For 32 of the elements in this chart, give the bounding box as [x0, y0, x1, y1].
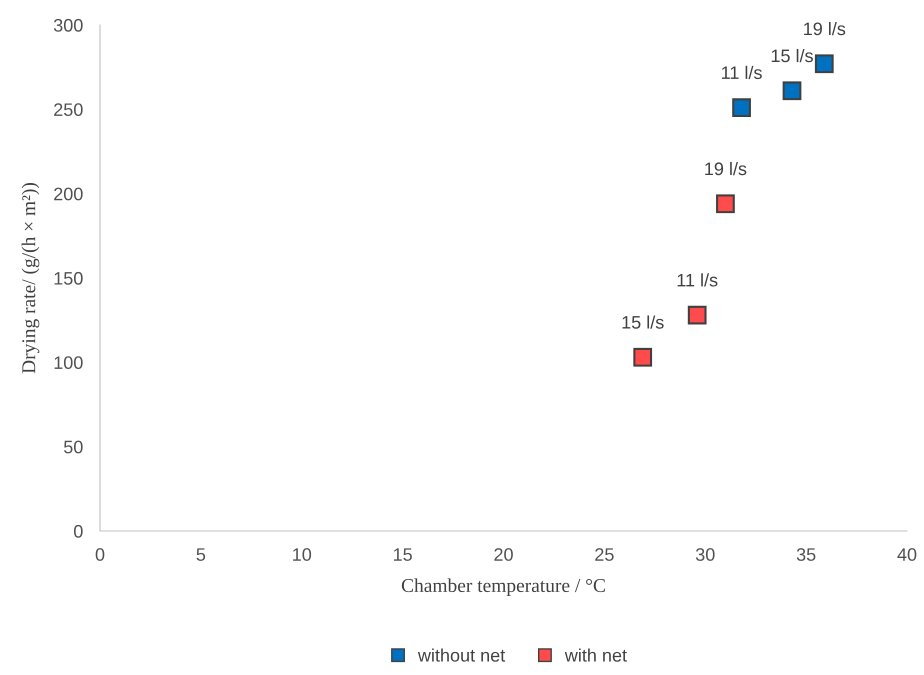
y-tick-label: 300 [54, 18, 83, 32]
x-tick-label: 5 [196, 548, 206, 561]
point [688, 306, 707, 324]
x-tick-label: 20 [494, 548, 513, 561]
x-tick-label: 30 [696, 548, 715, 561]
annotation: 15 l/s [622, 315, 664, 329]
y-tick-label: 0 [74, 524, 83, 538]
x-tick-label: 0 [96, 548, 104, 561]
x-tick-label: 25 [595, 548, 614, 561]
annotation: 19 l/s [705, 162, 746, 176]
y-tick-label: 200 [54, 188, 83, 200]
annotation: 11 l/s [678, 273, 718, 287]
legend-label: with net [564, 648, 627, 662]
y-tick-label: 100 [54, 356, 83, 370]
point [716, 194, 735, 214]
annotation: 15 l/s [772, 48, 813, 62]
x-tick-label: 35 [796, 548, 816, 561]
annotation: 11 l/s [722, 66, 762, 80]
point [633, 348, 652, 367]
point [782, 81, 802, 100]
x-tick-label: 10 [293, 548, 312, 561]
y-tick-label: 150 [54, 272, 83, 285]
y-tick-label: 50 [64, 440, 83, 454]
point [732, 98, 751, 118]
legend-label: without net [418, 648, 506, 662]
point [814, 54, 834, 74]
x-tick-label: 15 [394, 548, 412, 561]
y-axis-title: Drying rate/ (g/(h × m²)) [22, 182, 40, 374]
annotation: 19 l/s [804, 22, 846, 36]
x-axis-title: Chamber temperature / °C [402, 578, 605, 596]
x-tick-label: 40 [897, 548, 916, 561]
y-tick-label: 250 [54, 103, 83, 116]
